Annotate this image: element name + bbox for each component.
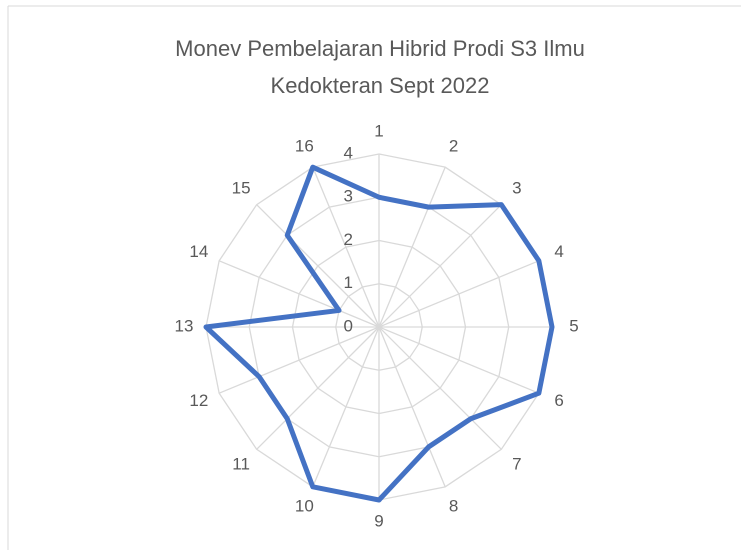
category-label: 16 xyxy=(295,136,314,155)
category-label: 4 xyxy=(554,242,563,261)
spoke xyxy=(312,166,380,328)
spoke xyxy=(378,204,502,328)
category-label: 3 xyxy=(512,179,521,198)
spoke xyxy=(256,204,380,328)
r-tick-label: 2 xyxy=(344,230,353,249)
spoke xyxy=(378,166,446,328)
category-label: 15 xyxy=(232,179,251,198)
spoke xyxy=(218,326,380,394)
r-tick-label: 3 xyxy=(344,187,353,206)
category-label: 5 xyxy=(569,316,578,335)
category-label: 2 xyxy=(449,136,458,155)
spoke xyxy=(378,326,540,394)
spoke xyxy=(312,326,380,488)
r-tick-label: 4 xyxy=(344,143,353,162)
spoke xyxy=(378,260,540,328)
category-label: 11 xyxy=(232,454,250,473)
category-label: 12 xyxy=(189,391,208,410)
spoke xyxy=(256,326,380,450)
category-label: 6 xyxy=(554,391,563,410)
data-line xyxy=(203,164,555,503)
r-tick-label: 0 xyxy=(344,316,353,335)
spoke xyxy=(378,326,502,450)
category-label: 10 xyxy=(295,497,314,516)
category-label: 1 xyxy=(374,121,383,140)
chart-title: Monev Pembelajaran Hibrid Prodi S3 Ilmu … xyxy=(175,36,585,98)
category-label: 9 xyxy=(374,511,383,530)
category-label: 7 xyxy=(512,454,521,473)
spoke xyxy=(378,326,446,488)
category-label: 14 xyxy=(189,242,208,261)
spoke xyxy=(218,260,380,328)
category-label: 8 xyxy=(449,497,458,516)
category-label: 13 xyxy=(175,316,194,335)
r-tick-label: 1 xyxy=(344,273,353,292)
